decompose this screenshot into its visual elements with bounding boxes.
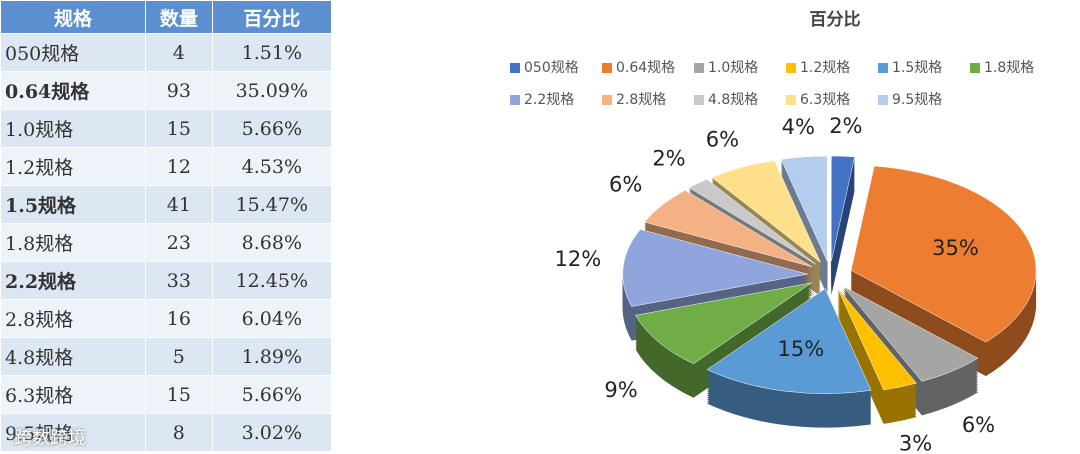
slice (837, 288, 917, 391)
slice (635, 282, 812, 365)
data-label: 12% (555, 247, 602, 271)
table-cell: 1.2规格 (0, 147, 147, 186)
legend-swatch (510, 63, 520, 73)
data-label: 6% (706, 127, 739, 151)
table-cell: 1.8规格 (0, 223, 147, 262)
table-cell: 15 (145, 109, 213, 148)
table-cell: 15 (145, 375, 213, 414)
data-label: 15% (778, 337, 825, 361)
legend-label: 050规格 (524, 60, 579, 76)
table-row: 1.5规格 41 15.47% (0, 185, 333, 224)
table-cell: 15.47% (211, 185, 333, 224)
table-cell: 6.3规格 (0, 375, 147, 414)
table-cell: 1.51% (211, 33, 333, 72)
slice (706, 288, 872, 394)
table-row: 2.2规格 33 12.45% (0, 261, 333, 300)
table-cell: 1.0规格 (0, 109, 147, 148)
legend-swatch (694, 63, 704, 73)
table-row: 9.5规格 8 3.02% (0, 413, 333, 452)
table-row: 1.2规格 12 4.53% (0, 147, 333, 186)
table-cell: 5.66% (211, 109, 333, 148)
data-label: 3% (899, 432, 932, 454)
table-cell: 2.8规格 (0, 299, 147, 338)
table-cell: 1.89% (211, 337, 333, 376)
legend-swatch (970, 63, 980, 73)
data-label: 2% (652, 147, 685, 171)
header-row: 规格 数量 百分比 (0, 0, 333, 34)
table-cell: 8 (145, 413, 213, 452)
legend-label: 1.5规格 (892, 60, 942, 76)
table-cell: 050规格 (0, 33, 147, 72)
table-cell: 5.66% (211, 375, 333, 414)
chart-title: 百分比 (810, 9, 861, 30)
table-row: 1.0规格 15 5.66% (0, 109, 333, 148)
table-row: 4.8规格 5 1.89% (0, 337, 333, 376)
table-cell: 4.53% (211, 147, 333, 186)
slice (711, 160, 821, 263)
slice (644, 189, 813, 268)
table-cell: 5 (145, 337, 213, 376)
table-cell: 16 (145, 299, 213, 338)
table-cell: 23 (145, 223, 213, 262)
legend-swatch (602, 63, 612, 73)
table-cell: 12 (145, 147, 213, 186)
slice (831, 155, 855, 262)
legend-label: 4.8规格 (708, 92, 758, 108)
legend-swatch (510, 95, 520, 105)
data-label: 6% (609, 172, 642, 196)
table-cell: 0.64规格 (0, 71, 147, 110)
header-cell: 规格 (0, 0, 147, 34)
data-label: 4% (782, 115, 815, 139)
data-table: 规格 数量 百分比 050规格 4 1.51% 0.64规格 93 35.09% 1.0规格 15 5… (0, 0, 333, 452)
table-row: 0.64规格 93 35.09% (0, 71, 333, 110)
table-row: 2.8规格 16 6.04% (0, 299, 333, 338)
legend-label: 0.64规格 (616, 60, 675, 76)
legend-label: 2.8规格 (616, 92, 666, 108)
slice (842, 286, 979, 382)
table-cell: 12.45% (211, 261, 333, 300)
legend-swatch (878, 63, 888, 73)
table-row: 6.3规格 15 5.66% (0, 375, 333, 414)
legend-swatch (786, 63, 796, 73)
slice (780, 155, 828, 262)
watermark: 跨数跨境 (14, 428, 86, 449)
legend-label: 9.5规格 (892, 92, 942, 108)
table-cell: 8.68% (211, 223, 333, 262)
slice (688, 178, 816, 265)
table-cell: 2.2规格 (0, 261, 147, 300)
table-cell: 3.02% (211, 413, 333, 452)
table-cell: 93 (145, 71, 213, 110)
legend-label: 1.0规格 (708, 60, 758, 76)
table-cell: 33 (145, 261, 213, 300)
table-cell: 9.5规格 (0, 413, 147, 452)
legend-swatch (786, 95, 796, 105)
legend-label: 6.3规格 (800, 92, 850, 108)
legend-swatch (878, 95, 888, 105)
legend-label: 2.2规格 (524, 92, 574, 108)
table-row: 1.8规格 23 8.68% (0, 223, 333, 262)
data-label: 6% (962, 413, 995, 437)
legend-swatch (602, 95, 612, 105)
slice (622, 229, 808, 307)
table-cell: 35.09% (211, 71, 333, 110)
data-label: 35% (932, 236, 979, 260)
table-row: 050规格 4 1.51% (0, 33, 333, 72)
table-cell: 6.04% (211, 299, 333, 338)
legend-label: 1.8规格 (984, 60, 1034, 76)
table-cell: 4 (145, 33, 213, 72)
table-cell: 1.5规格 (0, 185, 147, 224)
slice (850, 165, 1037, 343)
data-label: 2% (829, 114, 862, 138)
data-label: 9% (604, 378, 637, 402)
legend-label: 1.2规格 (800, 60, 850, 76)
legend-swatch (694, 95, 704, 105)
